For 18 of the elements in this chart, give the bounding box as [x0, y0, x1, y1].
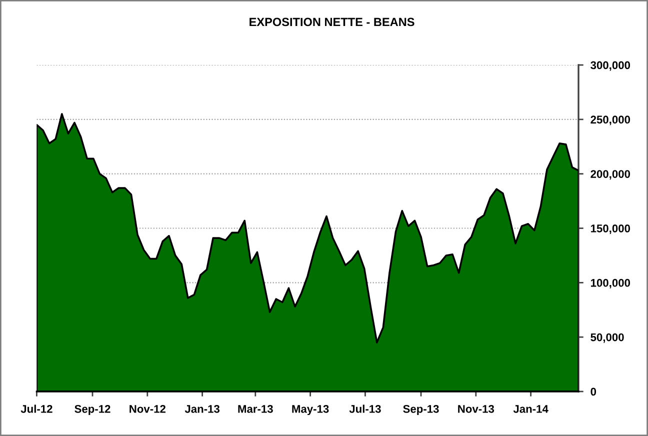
y-tick-label: 200,000 [590, 170, 630, 180]
y-tick-label: 50,000 [590, 333, 624, 343]
x-tick-label: May-13 [292, 404, 329, 416]
x-tick-label: Jul-13 [349, 404, 381, 413]
x-tick-label: Nov-12 [130, 404, 166, 413]
x-tick-label: Jan-14 [513, 405, 548, 413]
y-tick-label: 250,000 [590, 116, 630, 126]
x-tick-label: Mar-13 [238, 404, 273, 413]
chart-title: EXPOSITION NETTE - BEANS [250, 18, 414, 26]
y-tick-label: 150,000 [591, 224, 630, 234]
y-tick-label: 0 [590, 388, 596, 396]
x-tick-label: Sep-12 [74, 404, 110, 416]
x-tick-label: Jan-13 [184, 404, 220, 413]
x-tick-label: Nov-13 [458, 404, 494, 413]
y-tick-label: 100,000 [591, 278, 630, 288]
x-tick-label: Sep-13 [403, 404, 439, 416]
y-tick-label: 300,000 [590, 61, 630, 71]
x-tick-label: Jul-12 [20, 404, 52, 413]
